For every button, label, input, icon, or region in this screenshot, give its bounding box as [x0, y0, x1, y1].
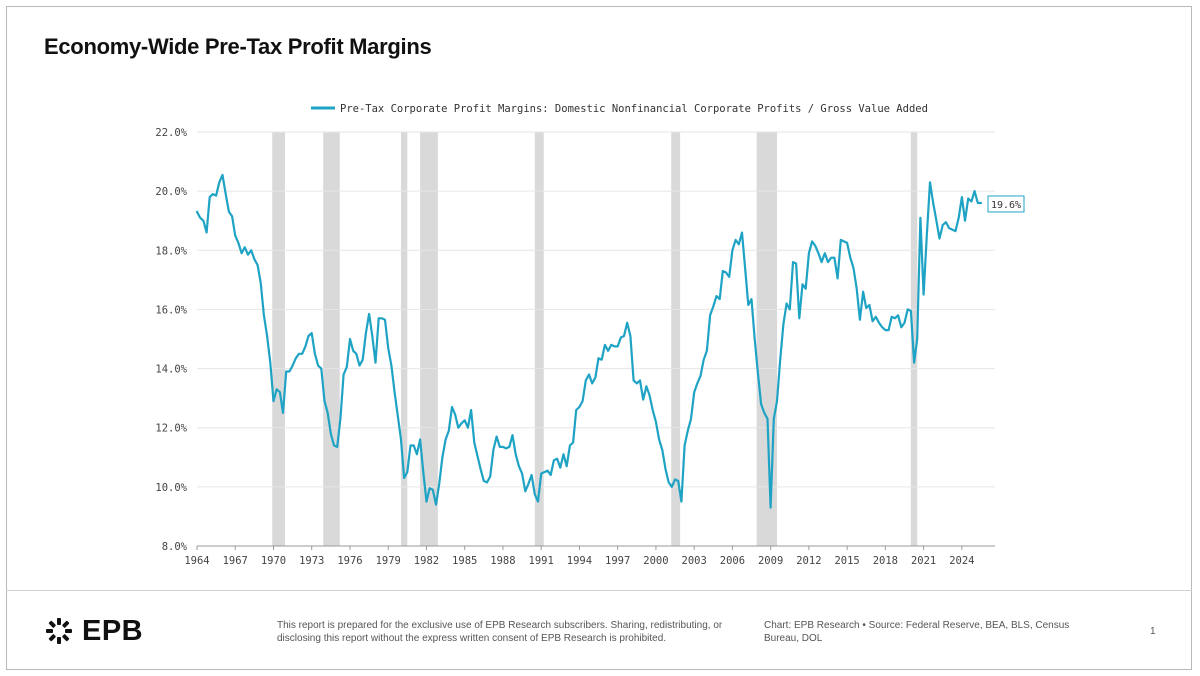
page-title: Economy-Wide Pre-Tax Profit Margins [44, 34, 432, 59]
x-tick-label: 1994 [567, 555, 592, 567]
recession-band [323, 132, 340, 546]
last-value-text: 19.6% [991, 200, 1021, 211]
brand-name: EPB [82, 614, 144, 647]
x-axis: 1964 1967 1970 1973 1976 1979 1982 1985 1988 1991… [184, 545, 995, 567]
y-tick-label: 14.0% [155, 364, 187, 376]
recession-band [756, 132, 778, 546]
x-tick-label: 1985 [452, 555, 477, 567]
recession-band [272, 132, 285, 546]
recession-band [400, 132, 408, 546]
x-tick-label: 2024 [949, 555, 974, 567]
y-tick-label: 20.0% [155, 186, 187, 198]
x-tick-label: 2018 [873, 555, 898, 567]
y-tick-label: 22.0% [155, 127, 187, 139]
x-tick-label: 2012 [796, 555, 821, 567]
x-tick-label: 1970 [261, 555, 286, 567]
series-line [195, 173, 983, 509]
footer-divider [6, 590, 1192, 591]
x-tick-label: 2006 [720, 555, 745, 567]
gridlines [197, 131, 995, 488]
star-burst-icon [46, 618, 72, 644]
y-tick-label: 10.0% [155, 482, 187, 494]
source-note: Chart: EPB Research • Source: Federal Re… [764, 620, 1070, 644]
y-tick-label: 12.0% [155, 423, 187, 435]
last-value-box [987, 195, 1025, 213]
x-tick-label: 1976 [337, 555, 362, 567]
y-tick-label: 18.0% [155, 245, 187, 257]
x-tick-label: 2009 [758, 555, 783, 567]
recession-band [534, 132, 544, 546]
x-tick-label: 1988 [490, 555, 515, 567]
x-tick-label: 1997 [605, 555, 630, 567]
profit-margin-chart: 8.0%10.0%12.0%14.0%16.0%18.0%20.0%22.0% … [155, 103, 1025, 567]
recession-band [910, 132, 918, 546]
y-axis: 8.0% 10.0% 12.0% 14.0% 16.0% 18.0% 20.0% 22.0% [155, 127, 187, 553]
x-tick-label: 2003 [682, 555, 707, 567]
slide-frame [6, 6, 1192, 670]
page-number: 1 [1150, 626, 1156, 637]
epb-logo: EPB [44, 615, 143, 647]
x-tick-label: 2000 [643, 555, 668, 567]
x-tick-label: 1967 [223, 555, 248, 567]
x-tick-label: 2015 [834, 555, 859, 567]
series-lines [195, 173, 983, 509]
recession-bands [272, 132, 918, 546]
x-tick-label: 2021 [911, 555, 936, 567]
x-tick-label: 1973 [299, 555, 324, 567]
y-tick-label: 8.0% [162, 541, 188, 553]
legend-label: Pre-Tax Corporate Profit Margins: Domest… [340, 103, 928, 115]
x-tick-label: 1982 [414, 555, 439, 567]
x-tick-label: 1979 [376, 555, 401, 567]
recession-band [671, 132, 681, 546]
recession-band [420, 132, 438, 546]
legend: Pre-Tax Corporate Profit Margins: Domest… [311, 103, 928, 115]
x-tick-label: 1964 [184, 555, 209, 567]
last-value-label: 19.6% [987, 195, 1025, 213]
x-tick-label: 1991 [529, 555, 554, 567]
y-tick-label: 16.0% [155, 304, 187, 316]
disclaimer-text: This report is prepared for the exclusiv… [277, 620, 723, 644]
